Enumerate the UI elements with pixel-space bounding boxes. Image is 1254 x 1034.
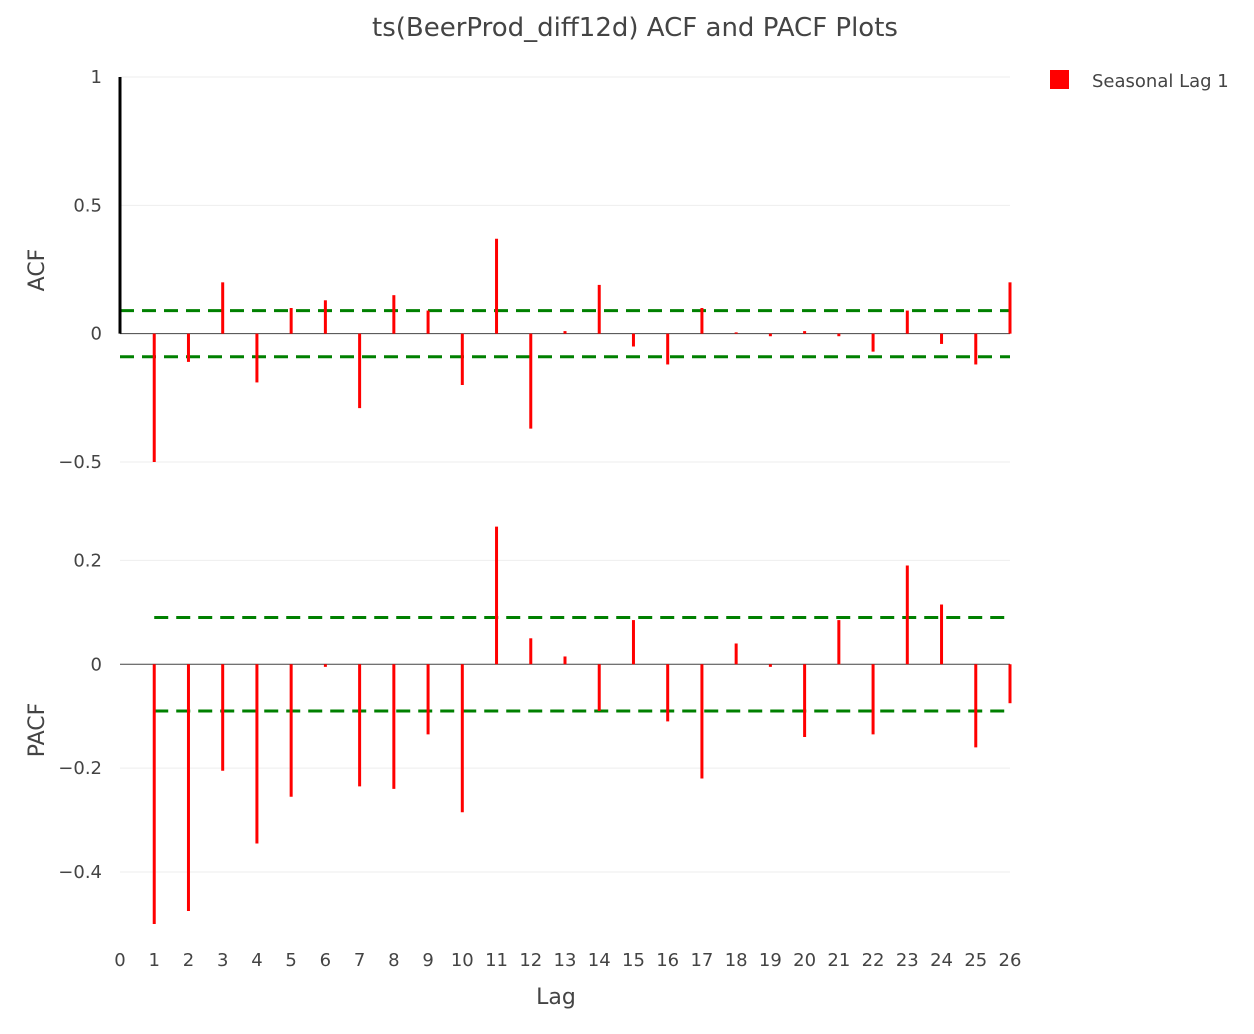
acf-gridlines [120, 76, 1010, 463]
pacf-confidence-lines [154, 616, 1010, 713]
pacf-y-axis-label: PACF [25, 703, 50, 758]
pacf-y-tick-label: −0.2 [58, 758, 102, 779]
x-tick-label: 22 [862, 950, 885, 971]
x-tick-label: 17 [690, 950, 713, 971]
acf-y-tick-labels: 1 0.5 0 −0.5 [58, 67, 102, 473]
x-tick-label: 21 [827, 950, 850, 971]
x-tick-label: 10 [451, 950, 474, 971]
acf-y-tick-label: −0.5 [58, 452, 102, 473]
pacf-y-tick-label: −0.4 [58, 862, 102, 883]
acf-y-tick-label: 1 [91, 67, 102, 88]
acf-panel: 1 0.5 0 −0.5 ACF [25, 67, 1012, 473]
x-tick-label: 14 [588, 950, 611, 971]
acf-stems [118, 77, 1012, 462]
x-tick-label: 3 [217, 950, 228, 971]
pacf-y-tick-label: 0 [91, 654, 102, 675]
x-tick-label: 20 [793, 950, 816, 971]
x-tick-label: 7 [354, 950, 365, 971]
legend-label-seasonal-lag-1: Seasonal Lag 1 [1092, 71, 1229, 92]
acf-y-axis-label: ACF [25, 249, 50, 292]
pacf-panel: 0.2 0 −0.2 −0.4 PACF [25, 526, 1012, 924]
x-axis-label: Lag [536, 985, 576, 1010]
chart-title: ts(BeerProd_diff12d) ACF and PACF Plots [372, 13, 898, 43]
x-tick-label: 16 [656, 950, 679, 971]
pacf-y-tick-labels: 0.2 0 −0.2 −0.4 [58, 550, 102, 883]
x-tick-label: 4 [251, 950, 262, 971]
legend-swatch-seasonal-lag-1 [1050, 70, 1069, 89]
x-tick-label: 0 [114, 950, 125, 971]
x-tick-label: 2 [183, 950, 194, 971]
pacf-stems [152, 526, 1012, 924]
x-tick-label: 26 [999, 950, 1022, 971]
x-tick-label: 11 [485, 950, 508, 971]
x-tick-label: 9 [422, 950, 433, 971]
acf-confidence-lines [120, 309, 1010, 359]
x-tick-label: 1 [149, 950, 160, 971]
x-tick-label: 25 [964, 950, 987, 971]
x-tick-label: 5 [285, 950, 296, 971]
acf-y-tick-label: 0.5 [73, 195, 102, 216]
x-tick-label: 12 [519, 950, 542, 971]
acf-y-tick-label: 0 [91, 324, 102, 345]
legend[interactable]: Seasonal Lag 1 [1050, 70, 1229, 92]
x-tick-labels: 0 1 2 3 4 5 6 7 8 9 10 11 12 13 14 15 16 17 18 19 20 21 22 23 24… [114, 950, 1021, 971]
x-tick-label: 23 [896, 950, 919, 971]
x-tick-label: 8 [388, 950, 399, 971]
x-tick-label: 6 [320, 950, 331, 971]
x-tick-label: 19 [759, 950, 782, 971]
x-tick-label: 13 [554, 950, 577, 971]
x-tick-label: 18 [725, 950, 748, 971]
x-tick-label: 24 [930, 950, 953, 971]
x-tick-label: 15 [622, 950, 645, 971]
pacf-y-tick-label: 0.2 [73, 550, 102, 571]
pacf-gridlines [120, 559, 1010, 873]
